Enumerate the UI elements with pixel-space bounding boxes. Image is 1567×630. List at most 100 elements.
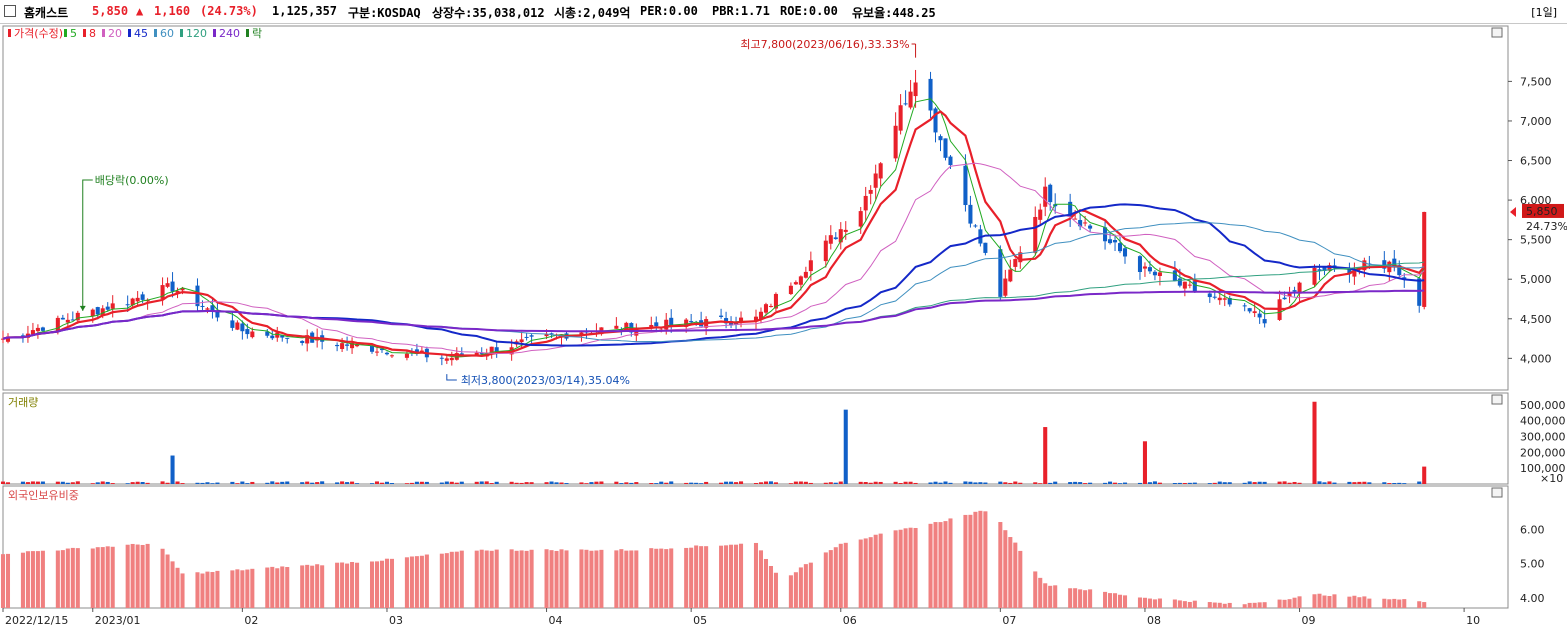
candle-body: [1227, 298, 1232, 305]
volume-y-tick-label: 400,000: [1520, 415, 1566, 428]
volume-bar: [808, 482, 813, 484]
high-price-annotation: 최고7,800(2023/06/16),33.33%: [740, 38, 909, 51]
volume-bar: [474, 481, 479, 484]
foreign-holding-bar: [1327, 595, 1332, 608]
volume-bar: [40, 481, 45, 484]
candle-body: [1108, 239, 1113, 244]
foreign-y-tick-label: 6.00: [1520, 524, 1545, 537]
volume-bar: [1078, 482, 1083, 484]
volume-bar: [235, 483, 240, 484]
candle-body: [1292, 290, 1297, 292]
foreign-holding-bar: [180, 573, 185, 608]
volume-bar: [1322, 482, 1327, 484]
foreign-holding-bar: [40, 550, 45, 608]
volume-bar: [345, 482, 350, 484]
candle-body: [494, 347, 499, 352]
volume-bar: [1282, 481, 1287, 484]
foreign-y-tick-label: 5.00: [1520, 558, 1545, 571]
foreign-holding-bar: [454, 551, 459, 608]
foreign-holding-bar: [1152, 599, 1157, 608]
foreign-holding-bar: [1277, 599, 1282, 608]
foreign-holding-bar: [70, 547, 75, 608]
select-checkbox[interactable]: [4, 5, 16, 17]
candle-body: [903, 103, 908, 105]
period-daily-button[interactable]: [1일]: [1531, 6, 1557, 19]
candle-body: [130, 298, 135, 306]
low-price-annotation: 최저3,800(2023/03/14),35.04%: [461, 374, 630, 387]
foreign-holding-bar: [629, 550, 634, 608]
volume-bar: [1387, 483, 1392, 484]
volume-bar: [1147, 482, 1152, 484]
volume-bar: [489, 483, 494, 484]
foreign-holding-bar: [893, 530, 898, 608]
candle-body: [1347, 269, 1352, 274]
volume-bar: [1402, 483, 1407, 484]
volume-bar: [948, 482, 953, 484]
candle-body: [983, 242, 988, 253]
foreign-holding-bar: [1312, 594, 1317, 608]
legend-label: 120: [186, 27, 207, 40]
volume-bar: [599, 481, 604, 484]
stock-chart[interactable]: 4,000 4,500 5,000 5,500 6,000 6,500 7,000 7,500…: [0, 24, 1567, 630]
foreign-holding-bar: [649, 548, 654, 608]
volume-bar: [559, 482, 564, 484]
candle-body: [843, 229, 848, 232]
foreign-holding-bar: [833, 547, 838, 608]
foreign-holding-bar: [1157, 598, 1162, 608]
foreign-holding-bar: [1117, 594, 1123, 608]
volume-bar: [1247, 481, 1252, 484]
foreign-panel-maximize-button[interactable]: [1491, 487, 1503, 498]
volume-bar: [25, 482, 30, 484]
legend-label: 20: [108, 27, 122, 40]
foreign-y-tick-label: 4.00: [1520, 592, 1545, 605]
legend-swatch: [64, 29, 67, 37]
legend-swatch: [128, 29, 131, 37]
candle-body: [943, 138, 948, 158]
foreign-holding-bar: [1352, 595, 1357, 608]
candle-body: [135, 297, 140, 302]
volume-bar: [684, 482, 689, 484]
volume-bar: [270, 481, 275, 484]
volume-bar: [1103, 482, 1108, 484]
volume-bar: [564, 483, 569, 484]
candle-body: [1392, 258, 1397, 268]
price-panel-maximize-button[interactable]: [1491, 27, 1503, 38]
volume-bar: [1187, 482, 1192, 484]
volume-bar: [280, 481, 285, 484]
volume-panel-maximize-button[interactable]: [1491, 394, 1503, 405]
candle-body: [479, 353, 484, 355]
volume-bar: [135, 481, 140, 484]
foreign-holding-bar: [1083, 590, 1088, 608]
candle-body: [838, 229, 843, 243]
volume-bar: [1392, 483, 1397, 484]
candle-body: [200, 305, 205, 307]
foreign-holding-bar: [803, 564, 808, 608]
foreign-holding-bar: [310, 565, 315, 608]
candle-body: [968, 204, 973, 224]
foreign-holding-bars: [0, 510, 1427, 608]
candle-body: [1068, 201, 1073, 217]
foreign-holding-bar: [1038, 577, 1043, 608]
candle-body: [664, 319, 669, 330]
last-price-change-percent: 24.73%: [1526, 220, 1567, 233]
foreign-holding-bar: [1247, 602, 1252, 608]
volume-y-tick-label: 500,000: [1520, 399, 1566, 412]
legend-label: 60: [160, 27, 174, 40]
foreign-holding-bar: [245, 569, 250, 608]
candle-body: [1312, 267, 1317, 285]
volume-bar: [753, 483, 759, 484]
candle-body: [300, 340, 305, 343]
candle-body: [1033, 216, 1038, 253]
volume-bar: [649, 483, 654, 484]
foreign-holding-bar: [599, 549, 604, 608]
candle-body: [1397, 265, 1402, 276]
foreign-holding-bar: [95, 547, 100, 608]
candle-body: [105, 306, 110, 310]
volume-bar: [55, 481, 60, 484]
candle-body: [544, 334, 549, 337]
foreign-holding-bar: [215, 570, 220, 608]
volume-bar: [205, 482, 210, 484]
x-axis-label: 06: [843, 614, 857, 627]
candle-body: [180, 288, 185, 291]
price-legend: 가격(수정) 5 8 20 45 60 120 240 락: [8, 27, 262, 40]
